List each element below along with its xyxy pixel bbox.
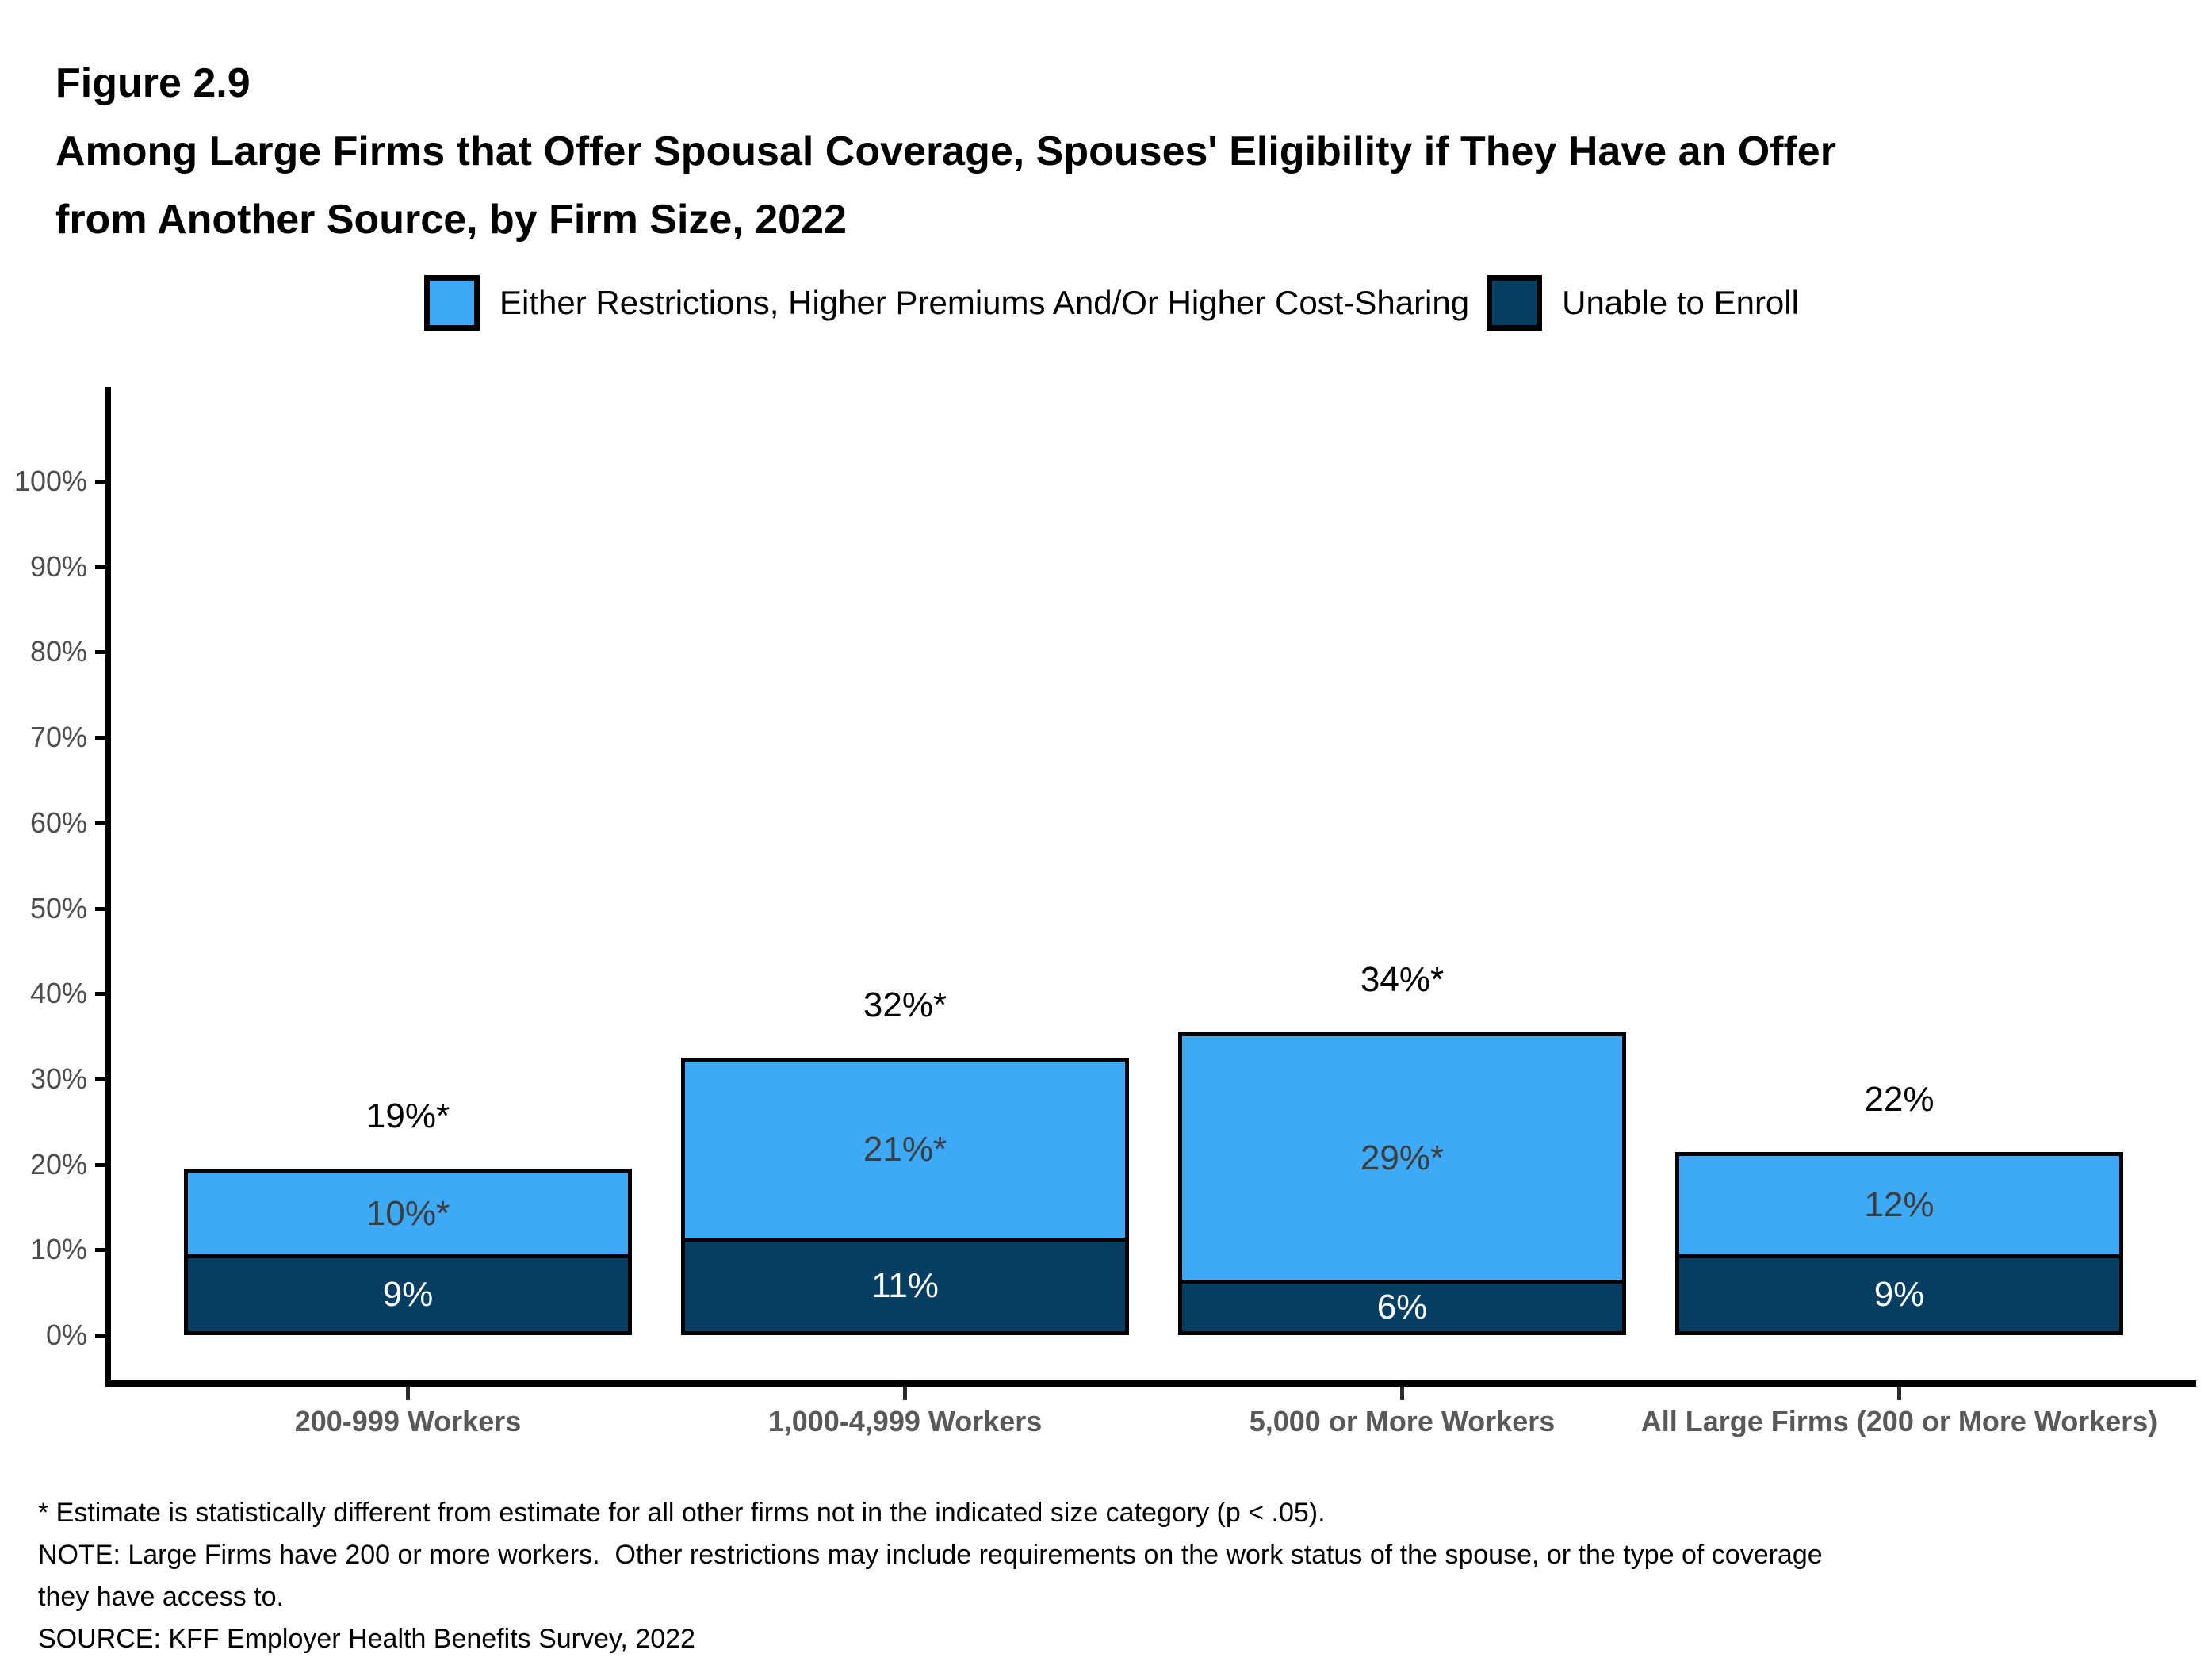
y-tick-mark (95, 1334, 107, 1338)
footnote-source: SOURCE: KFF Employer Health Benefits Sur… (38, 1624, 695, 1654)
figure-number: Figure 2.9 (55, 60, 251, 106)
x-tick-mark (406, 1387, 410, 1400)
y-tick-mark (95, 1077, 107, 1081)
segment-restrictions: 10%* (184, 1169, 632, 1259)
y-tick-label: 100% (13, 465, 87, 497)
y-tick-label: 20% (29, 1147, 87, 1181)
bar-4: 12% 9% (1675, 1151, 2123, 1335)
bar-3: 29%* 6% (1178, 1032, 1626, 1335)
page-title-line1: Among Large Firms that Offer Spousal Cov… (55, 128, 1836, 174)
footnotes: * Estimate is statistically different fr… (38, 1492, 2020, 1660)
segment-value-label: 9% (1873, 1275, 1925, 1315)
segment-unable-to-enroll: 9% (184, 1254, 632, 1335)
legend: Either Restrictions, Higher Premiums And… (424, 274, 1799, 331)
y-tick-label: 90% (29, 549, 87, 583)
bar-total-label: 32%* (863, 986, 947, 1025)
x-tick-mark (1897, 1387, 1901, 1400)
legend-swatch-dark-blue (1487, 275, 1543, 331)
segment-unable-to-enroll: 6% (1178, 1280, 1626, 1335)
x-axis-category-label: 1,000-4,999 Workers (767, 1405, 1043, 1437)
y-axis-line (105, 387, 111, 1387)
segment-restrictions: 21%* (681, 1058, 1129, 1242)
bar-total-label: 22% (1864, 1079, 1935, 1119)
bar-1: 10%* 9% (184, 1169, 632, 1335)
segment-value-label: 11% (871, 1266, 939, 1306)
y-tick-label: 50% (29, 891, 87, 924)
y-tick-label: 0% (45, 1319, 87, 1351)
y-tick-mark (95, 1162, 107, 1167)
x-axis-category-label: 5,000 or More Workers (1249, 1405, 1556, 1437)
y-tick-mark (95, 906, 107, 911)
y-tick-mark (95, 736, 107, 741)
y-tick-label: 80% (29, 635, 87, 668)
segment-restrictions: 12% (1675, 1151, 2123, 1259)
y-tick-label: 30% (29, 1062, 87, 1095)
segment-value-label: 6% (1376, 1288, 1428, 1327)
legend-swatch-light-blue (424, 275, 480, 331)
bar-total-label: 34%* (1360, 960, 1445, 1000)
y-tick-mark (95, 821, 107, 825)
segment-value-label: 29%* (1360, 1138, 1445, 1177)
segment-value-label: 10%* (365, 1193, 450, 1233)
y-tick-mark (95, 992, 107, 997)
legend-label: Either Restrictions, Higher Premiums And… (499, 284, 1470, 321)
y-tick-label: 10% (29, 1233, 87, 1266)
y-tick-mark (95, 650, 107, 655)
y-tick-label: 60% (29, 806, 87, 839)
footnote-asterisk: * Estimate is statistically different fr… (38, 1498, 1326, 1528)
bar-2: 21%* 11% (681, 1058, 1129, 1335)
footnote-note-line1: NOTE: Large Firms have 200 or more worke… (38, 1540, 1823, 1570)
segment-restrictions: 29%* (1178, 1032, 1626, 1284)
legend-item-1: Either Restrictions, Higher Premiums And… (424, 275, 1469, 331)
y-tick-mark (95, 565, 107, 569)
x-tick-mark (1400, 1387, 1404, 1400)
segment-unable-to-enroll: 9% (1675, 1254, 2123, 1335)
bar-total-label: 19%* (365, 1097, 450, 1136)
y-tick-label: 70% (29, 721, 87, 754)
y-tick-label: 40% (29, 977, 87, 1010)
title-block: Figure 2.9 Among Large Firms that Offer … (55, 49, 1836, 254)
legend-label: Unable to Enroll (1562, 284, 1799, 321)
x-tick-mark (903, 1387, 907, 1400)
x-axis-category-label: 200-999 Workers (294, 1405, 522, 1437)
x-axis-category-label: All Large Firms (200 or More Workers) (1640, 1405, 2158, 1437)
page-title-line2: from Another Source, by Firm Size, 2022 (55, 197, 847, 243)
segment-value-label: 21%* (863, 1129, 947, 1169)
legend-item-2: Unable to Enroll (1487, 275, 1799, 331)
y-tick-mark (95, 1248, 107, 1253)
segment-value-label: 12% (1864, 1185, 1935, 1224)
segment-value-label: 9% (382, 1275, 434, 1314)
x-axis-line (105, 1380, 2196, 1387)
segment-unable-to-enroll: 11% (681, 1237, 1129, 1335)
footnote-note-line2: they have access to. (38, 1582, 284, 1612)
y-tick-mark (95, 480, 107, 484)
